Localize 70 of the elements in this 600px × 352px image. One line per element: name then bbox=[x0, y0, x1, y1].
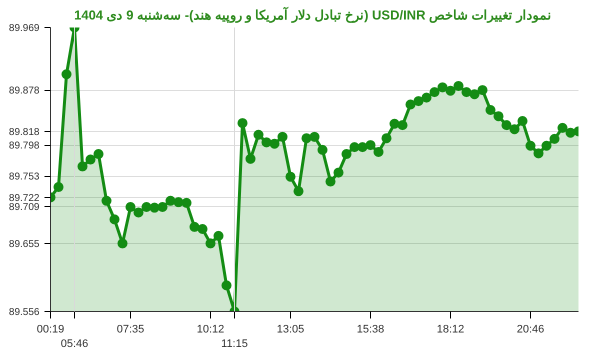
point bbox=[422, 92, 432, 103]
point bbox=[494, 111, 504, 122]
point bbox=[326, 176, 336, 187]
point bbox=[62, 69, 72, 80]
point bbox=[526, 140, 536, 151]
point bbox=[478, 85, 488, 96]
point bbox=[438, 82, 448, 92]
point bbox=[518, 116, 528, 126]
point bbox=[254, 130, 264, 140]
point bbox=[118, 238, 128, 248]
x-tick-label: 11:15 bbox=[221, 338, 248, 350]
point bbox=[198, 224, 208, 234]
y-tick-label: 89.722 bbox=[8, 192, 40, 204]
point bbox=[446, 86, 456, 96]
point bbox=[182, 198, 192, 208]
point bbox=[294, 186, 304, 196]
point bbox=[54, 182, 64, 192]
point bbox=[334, 168, 344, 178]
point bbox=[558, 122, 568, 133]
point bbox=[430, 87, 440, 98]
point bbox=[270, 138, 280, 149]
point bbox=[246, 154, 256, 164]
point bbox=[134, 207, 144, 218]
point bbox=[78, 161, 88, 172]
x-tick-label: 20:46 bbox=[516, 324, 544, 336]
x-tick-label: 05:46 bbox=[60, 338, 88, 350]
point bbox=[214, 230, 224, 241]
point bbox=[382, 133, 392, 144]
point bbox=[454, 80, 464, 91]
point bbox=[550, 134, 560, 144]
point bbox=[486, 105, 496, 116]
point bbox=[502, 120, 512, 130]
point bbox=[542, 140, 552, 151]
point bbox=[158, 202, 168, 212]
point bbox=[342, 149, 352, 160]
point bbox=[206, 238, 216, 248]
point bbox=[110, 214, 120, 224]
point bbox=[374, 146, 384, 157]
point bbox=[278, 132, 288, 142]
y-tick-label: 89.878 bbox=[8, 86, 40, 97]
point bbox=[126, 202, 136, 212]
point bbox=[366, 140, 376, 150]
y-tick-label: 89.655 bbox=[8, 238, 40, 250]
chart-title: نمودار تغییرات شاخص USD/INR (نرخ تبادل دلار آمریکا و روپیه هند)- سه‌شنبه 9 دی 1404 bbox=[74, 6, 552, 24]
point bbox=[86, 154, 96, 165]
point bbox=[318, 144, 328, 155]
y-tick-label: 89.709 bbox=[8, 202, 40, 213]
point bbox=[534, 148, 544, 158]
y-tick-label: 89.798 bbox=[8, 140, 40, 152]
x-tick-label: 15:38 bbox=[356, 324, 384, 336]
point bbox=[286, 172, 296, 182]
x-tick-label: 18:12 bbox=[436, 324, 464, 336]
point bbox=[470, 89, 480, 100]
y-tick-label: 89.753 bbox=[8, 172, 40, 183]
point bbox=[102, 196, 112, 206]
point bbox=[406, 100, 416, 110]
point bbox=[310, 132, 320, 142]
point bbox=[222, 280, 232, 290]
y-tick-label: 89.818 bbox=[8, 126, 40, 138]
point bbox=[398, 120, 408, 130]
point bbox=[414, 96, 424, 106]
x-tick-label: 00:19 bbox=[36, 324, 64, 336]
point bbox=[94, 149, 104, 160]
y-tick-label: 89.969 bbox=[8, 23, 40, 34]
x-tick-label: 10:12 bbox=[196, 324, 224, 336]
point bbox=[510, 124, 520, 134]
x-tick-label: 07:35 bbox=[116, 324, 144, 336]
y-tick-label: 89.556 bbox=[8, 307, 40, 318]
x-tick-label: 13:05 bbox=[276, 324, 304, 336]
point bbox=[238, 118, 248, 128]
